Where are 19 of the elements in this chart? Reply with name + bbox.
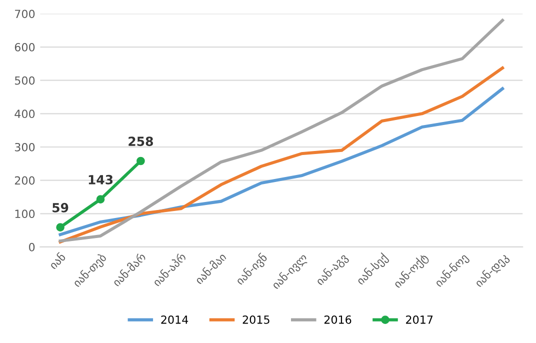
y-tick-label: 200: [14, 176, 35, 185]
y-tick-label: 100: [15, 210, 35, 218]
data-label: 258: [128, 136, 153, 146]
legend-label: 2017: [406, 315, 433, 324]
y-tick-label: 400: [14, 110, 35, 118]
y-tick-label: 600: [14, 43, 35, 52]
data-label: 59: [52, 202, 68, 212]
legend-label: 2016: [324, 315, 352, 324]
y-tick-label: 300: [14, 142, 35, 152]
y-tick-label: 500: [14, 76, 35, 85]
y-tick-label: 0: [29, 242, 35, 252]
legend-label: 2015: [242, 315, 270, 324]
point: [96, 195, 105, 204]
data-label: 143: [88, 174, 113, 184]
y-tick-label: 700: [15, 10, 35, 18]
point: [56, 223, 64, 232]
point: [136, 156, 145, 166]
legend-label: 2014: [161, 315, 188, 324]
x-tick-label: იან: [48, 252, 66, 270]
